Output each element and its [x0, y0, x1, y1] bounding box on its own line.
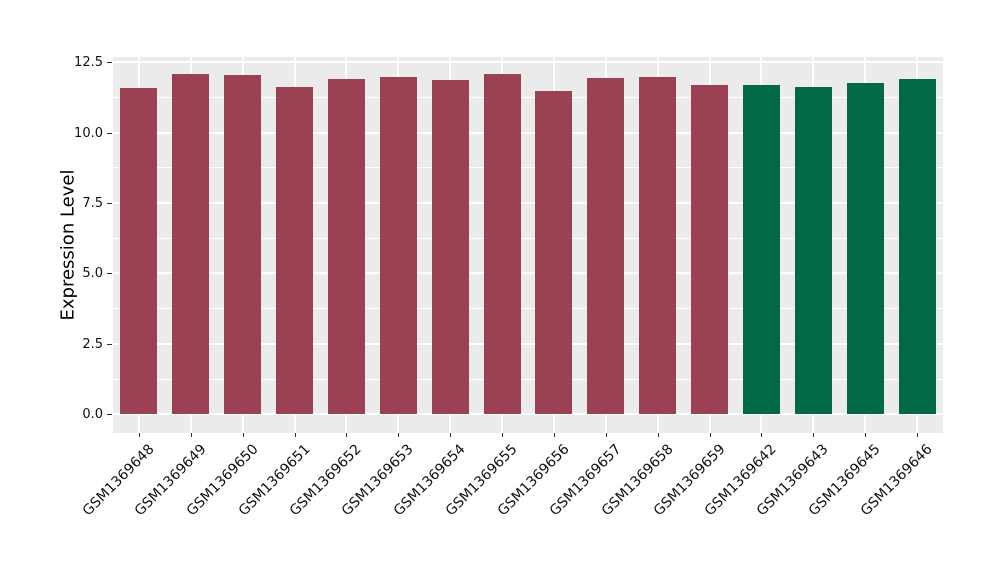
bar-GSM1369654: [431, 80, 469, 415]
bar-GSM1369657: [587, 78, 625, 415]
y-tick-label: 5.0: [82, 266, 103, 281]
x-tick-mark: [813, 433, 815, 437]
x-tick-mark: [346, 433, 348, 437]
bar-GSM1369652: [327, 78, 365, 415]
major-gridline: [113, 131, 943, 134]
bar-GSM1369656: [535, 91, 573, 415]
y-tick-label: 7.5: [82, 196, 103, 211]
x-tick-mark: [865, 433, 867, 437]
bar-GSM1369642: [742, 85, 780, 415]
x-tick-mark: [242, 433, 244, 437]
bar-GSM1369659: [691, 84, 729, 415]
major-gridline: [113, 342, 943, 345]
y-tick-label: 12.5: [74, 55, 103, 70]
x-tick-mark: [138, 433, 140, 437]
y-tick-label: 10.0: [74, 126, 103, 141]
y-tick-label: 0.0: [82, 407, 103, 422]
plot-area: [113, 57, 943, 433]
x-tick-mark: [502, 433, 504, 437]
x-tick-mark: [709, 433, 711, 437]
x-tick-mark: [190, 433, 192, 437]
x-tick-mark: [553, 433, 555, 437]
y-tick-mark: [107, 203, 112, 204]
major-gridline: [113, 413, 943, 416]
minor-gridline: [113, 237, 943, 239]
bar-GSM1369645: [846, 82, 884, 415]
major-gridline: [113, 272, 943, 275]
y-tick-mark: [107, 414, 112, 415]
minor-gridline: [113, 96, 943, 98]
x-tick-mark: [657, 433, 659, 437]
minor-gridline: [113, 167, 943, 169]
major-gridline: [113, 61, 943, 64]
x-tick-mark: [398, 433, 400, 437]
x-tick-mark: [917, 433, 919, 437]
bar-GSM1369648: [120, 88, 158, 415]
x-tick-mark: [605, 433, 607, 437]
y-tick-mark: [107, 62, 112, 63]
x-tick-mark: [294, 433, 296, 437]
y-tick-mark: [107, 273, 112, 274]
bar-GSM1369658: [639, 77, 677, 415]
bar-GSM1369650: [224, 74, 262, 415]
y-tick-mark: [107, 344, 112, 345]
bar-GSM1369643: [794, 86, 832, 415]
x-tick-mark: [761, 433, 763, 437]
y-tick-label: 2.5: [82, 337, 103, 352]
y-axis-label: Expression Level: [57, 169, 79, 321]
bar-GSM1369649: [172, 74, 210, 415]
bar-GSM1369655: [483, 74, 521, 415]
bar-GSM1369653: [379, 77, 417, 415]
minor-gridline: [113, 308, 943, 310]
y-tick-mark: [107, 133, 112, 134]
major-gridline: [113, 202, 943, 204]
bar-GSM1369651: [276, 86, 314, 415]
minor-gridline: [113, 378, 943, 380]
bar-GSM1369646: [898, 78, 936, 415]
x-tick-mark: [450, 433, 452, 437]
